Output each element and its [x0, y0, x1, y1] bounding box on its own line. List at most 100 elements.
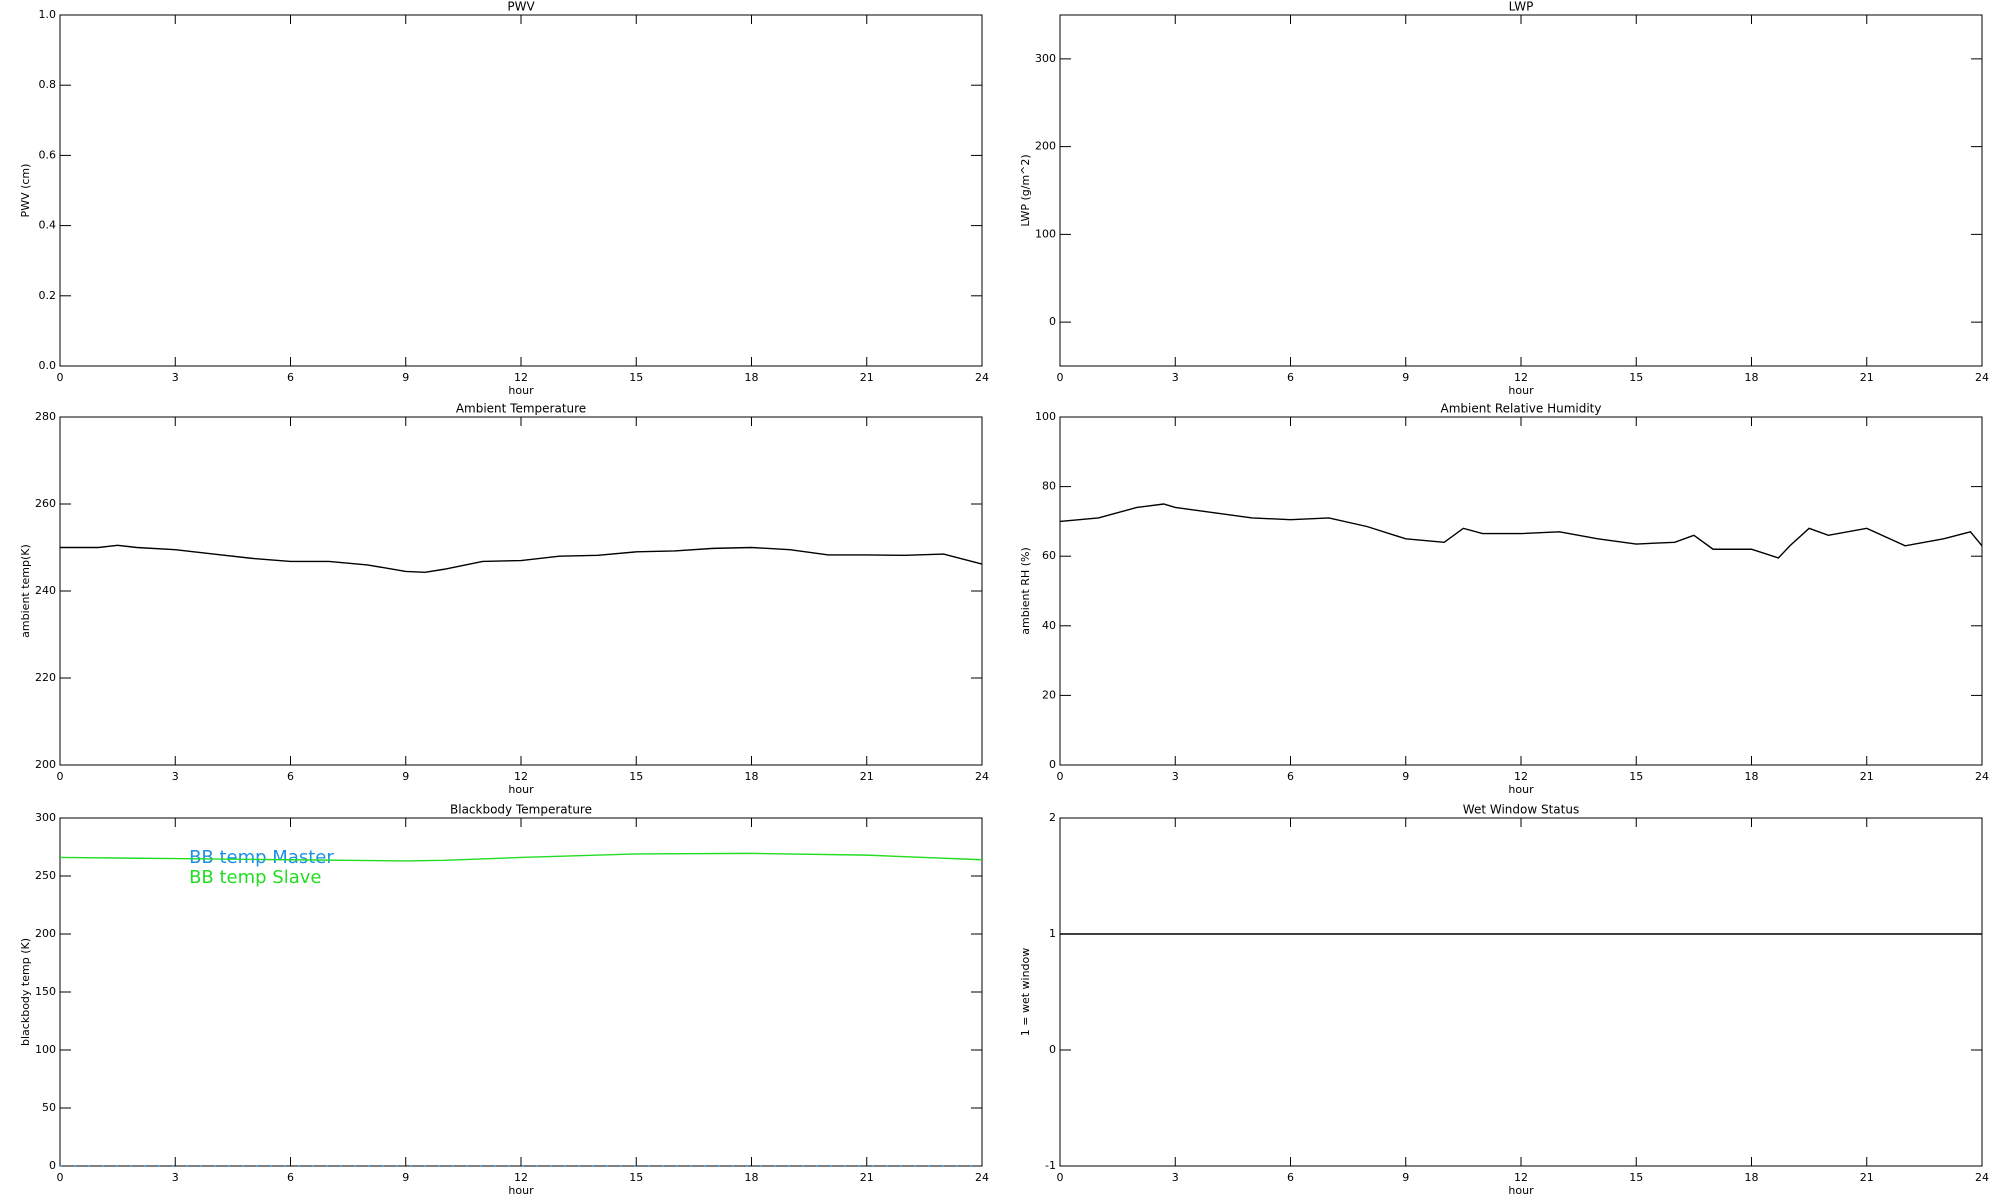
x-axis-label: hour: [1508, 1184, 1534, 1197]
plot-frame: [1059, 14, 1983, 367]
plot-frame: [59, 14, 983, 367]
x-tick-label: 24: [975, 371, 989, 384]
chart-title: Ambient Relative Humidity: [1441, 402, 1602, 416]
y-tick-label: 220: [35, 671, 56, 684]
y-axis-label: LWP (g/m^2): [1019, 154, 1032, 226]
y-tick-label: 0.4: [39, 219, 57, 232]
x-tick-label: 9: [1402, 770, 1409, 783]
x-tick-label: 15: [629, 770, 643, 783]
data-line: [1059, 503, 1983, 559]
x-tick-label: 9: [402, 770, 409, 783]
x-tick-label: 9: [1402, 371, 1409, 384]
x-tick-label: 3: [1172, 371, 1179, 384]
x-tick-label: 12: [1514, 770, 1528, 783]
x-tick-label: 24: [1975, 371, 1989, 384]
plot-frame: [59, 416, 983, 766]
y-tick-label: 0: [49, 1159, 56, 1172]
plot-frame: [1059, 416, 1983, 766]
y-tick-label: 1.0: [39, 8, 57, 21]
x-tick-label: 21: [860, 1171, 874, 1184]
y-tick-label: 150: [35, 985, 56, 998]
y-tick-label: 80: [1042, 480, 1056, 493]
y-tick-label: 0: [1049, 1043, 1056, 1056]
x-tick-label: 12: [514, 1171, 528, 1184]
x-tick-label: 12: [514, 371, 528, 384]
legend-entry: BB temp Slave: [189, 867, 321, 888]
x-tick-label: 24: [1975, 770, 1989, 783]
y-tick-label: 0.0: [39, 359, 57, 372]
y-tick-label: 280: [35, 410, 56, 423]
x-tick-label: 21: [860, 371, 874, 384]
data-line: [60, 544, 983, 573]
x-tick-label: 0: [1057, 770, 1064, 783]
x-tick-label: 9: [402, 1171, 409, 1184]
x-tick-label: 18: [1745, 770, 1759, 783]
x-tick-label: 12: [1514, 371, 1528, 384]
y-axis-label: blackbody temp (K): [19, 938, 32, 1046]
legend-entry: BB temp Master: [189, 847, 334, 868]
x-axis-label: hour: [508, 384, 534, 397]
x-tick-label: 24: [975, 770, 989, 783]
x-axis-label: hour: [1508, 783, 1534, 796]
x-tick-label: 18: [745, 371, 759, 384]
x-tick-label: 15: [1629, 770, 1643, 783]
x-tick-label: 15: [1629, 371, 1643, 384]
x-tick-label: 15: [629, 1171, 643, 1184]
x-tick-label: 12: [514, 770, 528, 783]
x-tick-label: 3: [172, 1171, 179, 1184]
x-tick-label: 0: [57, 770, 64, 783]
x-tick-label: 0: [57, 1171, 64, 1184]
y-tick-label: 200: [35, 927, 56, 940]
chart-title: LWP: [1509, 0, 1534, 14]
x-tick-label: 6: [287, 1171, 294, 1184]
y-axis-label: ambient RH (%): [1019, 547, 1032, 635]
y-axis-label: PWV (cm): [19, 164, 32, 218]
x-tick-label: 3: [172, 770, 179, 783]
x-tick-label: 15: [629, 371, 643, 384]
x-tick-label: 0: [1057, 371, 1064, 384]
y-tick-label: 1: [1049, 927, 1056, 940]
y-tick-label: 100: [1035, 410, 1056, 423]
y-tick-label: 50: [42, 1101, 56, 1114]
x-tick-label: 21: [1860, 770, 1874, 783]
y-tick-label: 300: [35, 811, 56, 824]
x-tick-label: 0: [57, 371, 64, 384]
x-tick-label: 6: [1287, 770, 1294, 783]
y-tick-label: 20: [1042, 688, 1056, 701]
y-tick-label: 60: [1042, 549, 1056, 562]
x-tick-label: 18: [1745, 371, 1759, 384]
y-tick-label: 0.2: [39, 289, 57, 302]
y-tick-label: 0.6: [39, 148, 57, 161]
chart-title: Ambient Temperature: [456, 402, 586, 416]
y-tick-label: 200: [35, 758, 56, 771]
y-tick-label: 0: [1049, 758, 1056, 771]
x-tick-label: 0: [1057, 1171, 1064, 1184]
x-tick-label: 21: [1860, 1171, 1874, 1184]
y-tick-label: 2: [1049, 811, 1056, 824]
y-tick-label: 40: [1042, 619, 1056, 632]
x-tick-label: 24: [975, 1171, 989, 1184]
y-tick-label: 200: [1035, 140, 1056, 153]
y-tick-label: 240: [35, 584, 56, 597]
x-tick-label: 18: [1745, 1171, 1759, 1184]
x-tick-label: 21: [860, 770, 874, 783]
chart-title: Blackbody Temperature: [450, 803, 592, 817]
y-tick-label: 260: [35, 497, 56, 510]
x-tick-label: 6: [1287, 1171, 1294, 1184]
x-tick-label: 21: [1860, 371, 1874, 384]
x-tick-label: 15: [1629, 1171, 1643, 1184]
x-tick-label: 12: [1514, 1171, 1528, 1184]
y-tick-label: -1: [1045, 1159, 1056, 1172]
x-axis-label: hour: [1508, 384, 1534, 397]
x-tick-label: 6: [287, 371, 294, 384]
y-axis-label: 1 = wet window: [1019, 948, 1032, 1037]
chart-title: Wet Window Status: [1463, 803, 1579, 817]
y-tick-label: 0.8: [39, 78, 57, 91]
data-line: [59, 852, 983, 862]
x-tick-label: 9: [1402, 1171, 1409, 1184]
y-tick-label: 0: [1049, 315, 1056, 328]
y-tick-label: 250: [35, 869, 56, 882]
x-axis-label: hour: [508, 783, 534, 796]
